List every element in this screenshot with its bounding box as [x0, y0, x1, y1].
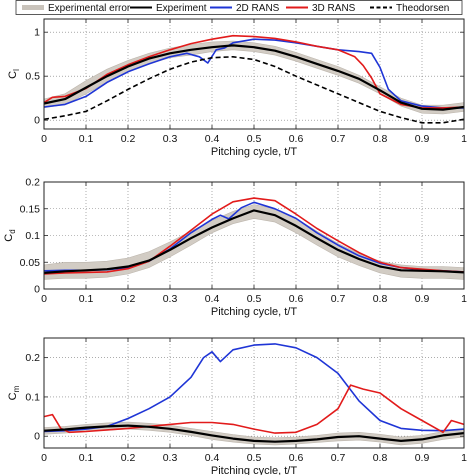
x-tick-label: 1: [461, 293, 467, 305]
legend-label: Experiment: [156, 3, 207, 14]
x-tick-label: 1: [461, 452, 467, 464]
y-tick-label: 1: [34, 27, 40, 39]
y-tick-label: 0.1: [25, 230, 40, 242]
x-axis-label: Pitching cycle, t/T: [211, 146, 297, 158]
x-tick-label: 0.9: [415, 452, 430, 464]
y-tick-label: 0.1: [25, 391, 40, 403]
y-tick-label: 0: [34, 284, 40, 296]
series-3d-rans: [43, 34, 465, 109]
y-axis-label: Cm: [7, 385, 21, 400]
x-tick-label: 0.7: [331, 133, 346, 145]
panel-moment: 0 0.1 0.2 0.3 0.4 0.5 0.6 0.7 0.8 0.9 1 Pitching cy…: [7, 337, 467, 475]
series-experiment: [43, 44, 465, 111]
y-tick-label: 0: [34, 431, 40, 443]
y-axis-label: Cd: [3, 229, 17, 241]
series-theodorsen: [43, 56, 465, 124]
panel-lift: 0 0.1 0.2 0.3 0.4 0.5 0.6 0.7 0.8 0.9 1 Pitching cy…: [7, 18, 467, 158]
x-tick-label: 0.4: [205, 293, 220, 305]
legend-label: 3D RANS: [312, 3, 356, 14]
series-3d-rans: [43, 384, 465, 434]
panel-drag: 0 0.1 0.2 0.3 0.4 0.5 0.6 0.7 0.8 0.9 1 Pitching cy…: [3, 177, 467, 319]
series-2d-rans: [43, 38, 464, 109]
y-axis: 0 0.1 0.2 Cm: [7, 352, 464, 443]
legend-entry-3d-rans: 3D RANS: [286, 3, 356, 14]
y-axis-label-subscript: l: [12, 69, 21, 71]
y-axis: 0 0.5 1 Cl: [7, 27, 464, 127]
x-tick-label: 0.3: [163, 293, 178, 305]
legend-box: [15, 0, 463, 15]
x-tick-label: 0.2: [121, 133, 136, 145]
y-tick-label: 0.2: [25, 352, 40, 364]
y-axis: 0 0.05 0.1 0.15 0.2 Cd: [3, 177, 464, 296]
x-axis: 0 0.1 0.2 0.3 0.4 0.5 0.6 0.7 0.8 0.9 1 Pitching cy…: [41, 182, 467, 318]
x-tick-label: 0.9: [415, 293, 430, 305]
x-axis-label: Pitching cycle, t/T: [211, 465, 297, 475]
x-tick-label: 0.8: [373, 293, 388, 305]
x-tick-label: 0.1: [79, 133, 94, 145]
x-tick-label: 0.6: [289, 133, 304, 145]
x-tick-label: 0.3: [163, 133, 178, 145]
legend-entry-experiment: Experiment: [130, 3, 207, 14]
series-3d-rans: [43, 197, 465, 275]
legend-label: Experimental error: [48, 3, 131, 14]
x-axis: 0 0.1 0.2 0.3 0.4 0.5 0.6 0.7 0.8 0.9 1 Pitching cy…: [41, 338, 467, 475]
x-tick-label: 0: [41, 452, 47, 464]
legend-entry-experimental-error: Experimental error: [22, 3, 131, 14]
x-tick-label: 0.5: [247, 452, 262, 464]
legend-label: 2D RANS: [236, 3, 280, 14]
x-tick-label: 0.4: [205, 133, 220, 145]
series-2d-rans: [43, 343, 465, 433]
x-axis: 0 0.1 0.2 0.3 0.4 0.5 0.6 0.7 0.8 0.9 1 Pitching cy…: [41, 19, 467, 158]
y-tick-label: 0.2: [25, 177, 40, 189]
legend: Experimental error Experiment 2D RANS 3D RA…: [15, 0, 463, 15]
x-tick-label: 0.6: [289, 293, 304, 305]
y-axis-label-subscript: d: [8, 229, 17, 233]
x-tick-label: 0.8: [373, 452, 388, 464]
x-tick-label: 0.7: [331, 293, 346, 305]
x-tick-label: 0.1: [79, 452, 94, 464]
legend-label: Theodorsen: [396, 3, 449, 14]
series-experiment: [43, 209, 465, 274]
y-axis-label-main: C: [3, 234, 15, 242]
y-axis-label: Cl: [7, 69, 21, 79]
y-axis-label-main: C: [7, 71, 19, 79]
x-tick-label: 0.5: [247, 133, 262, 145]
y-tick-label: 0.05: [20, 257, 41, 269]
x-tick-label: 1: [461, 133, 467, 145]
x-tick-label: 0.9: [415, 133, 430, 145]
x-tick-label: 0.2: [121, 452, 136, 464]
x-tick-label: 0.4: [205, 452, 220, 464]
y-tick-label: 0: [34, 115, 40, 127]
x-axis-label: Pitching cycle, t/T: [211, 306, 297, 318]
x-tick-label: 0: [41, 133, 47, 145]
series-experiment: [43, 424, 465, 443]
x-tick-label: 0.8: [373, 133, 388, 145]
x-tick-label: 0.7: [331, 452, 346, 464]
x-tick-label: 0: [41, 293, 47, 305]
y-axis-label-main: C: [7, 392, 19, 400]
legend-entry-2d-rans: 2D RANS: [210, 3, 280, 14]
x-tick-label: 0.2: [121, 293, 136, 305]
y-axis-label-subscript: m: [12, 385, 21, 392]
x-tick-label: 0.6: [289, 452, 304, 464]
panels: 0 0.1 0.2 0.3 0.4 0.5 0.6 0.7 0.8 0.9 1 Pitching cy…: [3, 18, 467, 475]
x-tick-label: 0.1: [79, 293, 94, 305]
y-tick-label: 0.5: [25, 71, 40, 83]
legend-entry-theodorsen: Theodorsen: [370, 3, 449, 14]
x-tick-label: 0.5: [247, 293, 262, 305]
y-tick-label: 0.15: [20, 203, 41, 215]
x-tick-label: 0.3: [163, 452, 178, 464]
